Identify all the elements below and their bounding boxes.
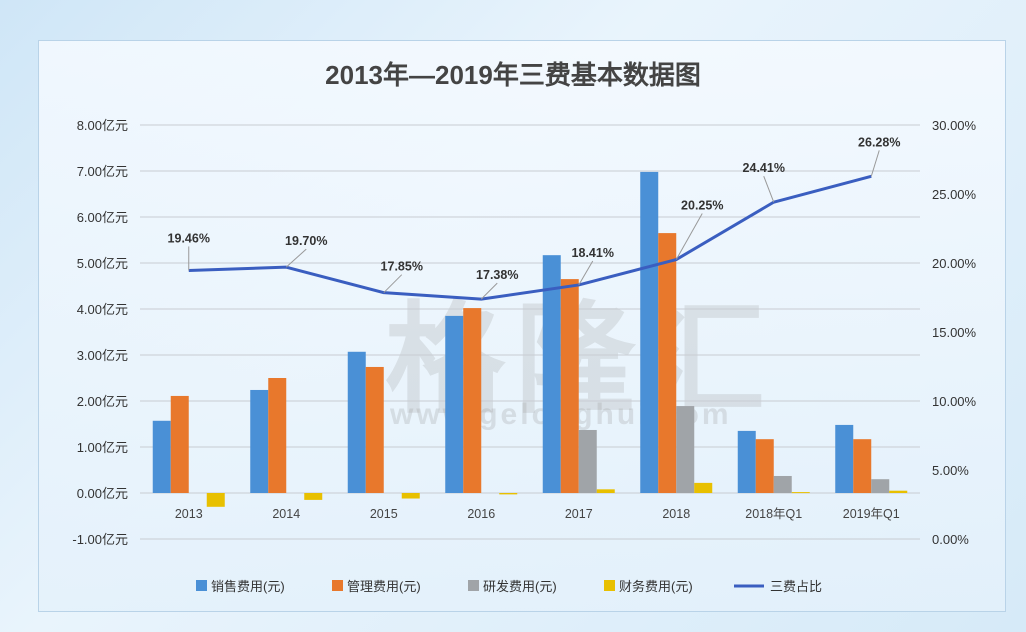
category-label: 2017 bbox=[565, 507, 593, 521]
legend-label: 财务费用(元) bbox=[619, 579, 693, 594]
left-tick-label: 6.00亿元 bbox=[77, 210, 128, 225]
line-series-ratio bbox=[188, 174, 872, 301]
data-label-leader bbox=[870, 150, 880, 177]
data-label: 18.41% bbox=[572, 246, 614, 260]
legend-swatch bbox=[604, 580, 615, 591]
left-tick-label: 3.00亿元 bbox=[77, 348, 128, 363]
chart-frame bbox=[38, 40, 1006, 612]
data-label: 26.28% bbox=[858, 135, 900, 149]
bar-销售费用(元)-2019年Q1 bbox=[835, 424, 854, 493]
bar-销售费用(元)-2018 bbox=[640, 171, 659, 494]
left-tick-label: 8.00亿元 bbox=[77, 118, 128, 133]
legend-label: 三费占比 bbox=[770, 579, 822, 594]
bar-研发费用(元)-2018 bbox=[676, 406, 695, 493]
bar-研发费用(元)-2019年Q1 bbox=[871, 479, 890, 493]
data-label: 24.41% bbox=[743, 161, 785, 175]
left-tick-label: 5.00亿元 bbox=[77, 256, 128, 271]
bar-财务费用(元)-2017 bbox=[596, 489, 615, 493]
bar-销售费用(元)-2014 bbox=[250, 389, 269, 493]
left-tick-label: 1.00亿元 bbox=[77, 440, 128, 455]
data-label-leader bbox=[763, 175, 775, 203]
category-label: 2016 bbox=[467, 507, 495, 521]
bar-财务费用(元)-2016 bbox=[499, 493, 518, 495]
data-label-leader bbox=[285, 248, 307, 268]
legend-swatch bbox=[332, 580, 343, 591]
bar-管理费用(元)-2018年Q1 bbox=[755, 439, 774, 493]
data-label-leader bbox=[383, 274, 403, 294]
bar-财务费用(元)-2018 bbox=[694, 482, 713, 493]
right-tick-label: 10.00% bbox=[932, 394, 977, 409]
bar-财务费用(元)-2019年Q1 bbox=[889, 490, 908, 493]
left-tick-label: 2.00亿元 bbox=[77, 394, 128, 409]
left-tick-label: -1.00亿元 bbox=[72, 532, 128, 547]
data-label-leader bbox=[480, 282, 498, 300]
legend-label: 销售费用(元) bbox=[211, 579, 285, 594]
data-label: 20.25% bbox=[681, 199, 723, 213]
category-label: 2013 bbox=[175, 507, 203, 521]
data-label: 17.38% bbox=[476, 268, 518, 282]
right-tick-label: 5.00% bbox=[932, 463, 969, 478]
legend-label: 管理费用(元) bbox=[347, 579, 421, 594]
right-tick-label: 20.00% bbox=[932, 256, 977, 271]
chart-title: 2013年—2019年三费基本数据图 bbox=[325, 60, 701, 90]
bar-销售费用(元)-2013 bbox=[152, 420, 171, 493]
bar-管理费用(元)-2013 bbox=[170, 395, 189, 493]
bar-管理费用(元)-2017 bbox=[560, 279, 579, 493]
left-tick-label: 4.00亿元 bbox=[77, 302, 128, 317]
right-tick-label: 15.00% bbox=[932, 325, 977, 340]
data-label-leader bbox=[675, 213, 703, 260]
bar-销售费用(元)-2017 bbox=[542, 255, 561, 493]
data-label: 17.85% bbox=[381, 260, 423, 274]
left-tick-label: 0.00亿元 bbox=[77, 486, 128, 501]
bar-管理费用(元)-2016 bbox=[463, 308, 482, 493]
category-label: 2019年Q1 bbox=[843, 507, 900, 521]
left-tick-label: 7.00亿元 bbox=[77, 164, 128, 179]
legend-swatch bbox=[468, 580, 479, 591]
data-label: 19.46% bbox=[168, 231, 210, 245]
right-tick-label: 0.00% bbox=[932, 532, 969, 547]
bar-财务费用(元)-2013 bbox=[206, 493, 225, 507]
right-tick-label: 30.00% bbox=[932, 118, 977, 133]
bar-销售费用(元)-2018年Q1 bbox=[737, 430, 756, 493]
bar-管理费用(元)-2019年Q1 bbox=[853, 439, 872, 493]
bar-财务费用(元)-2015 bbox=[401, 493, 420, 499]
legend-label: 研发费用(元) bbox=[483, 579, 557, 594]
bar-财务费用(元)-2014 bbox=[304, 493, 323, 500]
category-label: 2018 bbox=[662, 507, 690, 521]
bar-管理费用(元)-2018 bbox=[658, 233, 677, 493]
bar-研发费用(元)-2017 bbox=[578, 429, 597, 493]
category-label: 2018年Q1 bbox=[745, 507, 802, 521]
bar-研发费用(元)-2018年Q1 bbox=[773, 475, 792, 493]
data-label: 19.70% bbox=[285, 234, 327, 248]
legend-swatch bbox=[196, 580, 207, 591]
data-label-leader bbox=[578, 260, 594, 286]
bar-财务费用(元)-2018年Q1 bbox=[791, 492, 810, 494]
category-label: 2014 bbox=[272, 507, 300, 521]
right-tick-label: 25.00% bbox=[932, 187, 977, 202]
bar-销售费用(元)-2015 bbox=[347, 351, 366, 493]
bar-销售费用(元)-2016 bbox=[445, 315, 464, 493]
category-label: 2015 bbox=[370, 507, 398, 521]
bar-管理费用(元)-2014 bbox=[268, 378, 287, 493]
bar-管理费用(元)-2015 bbox=[365, 366, 384, 493]
